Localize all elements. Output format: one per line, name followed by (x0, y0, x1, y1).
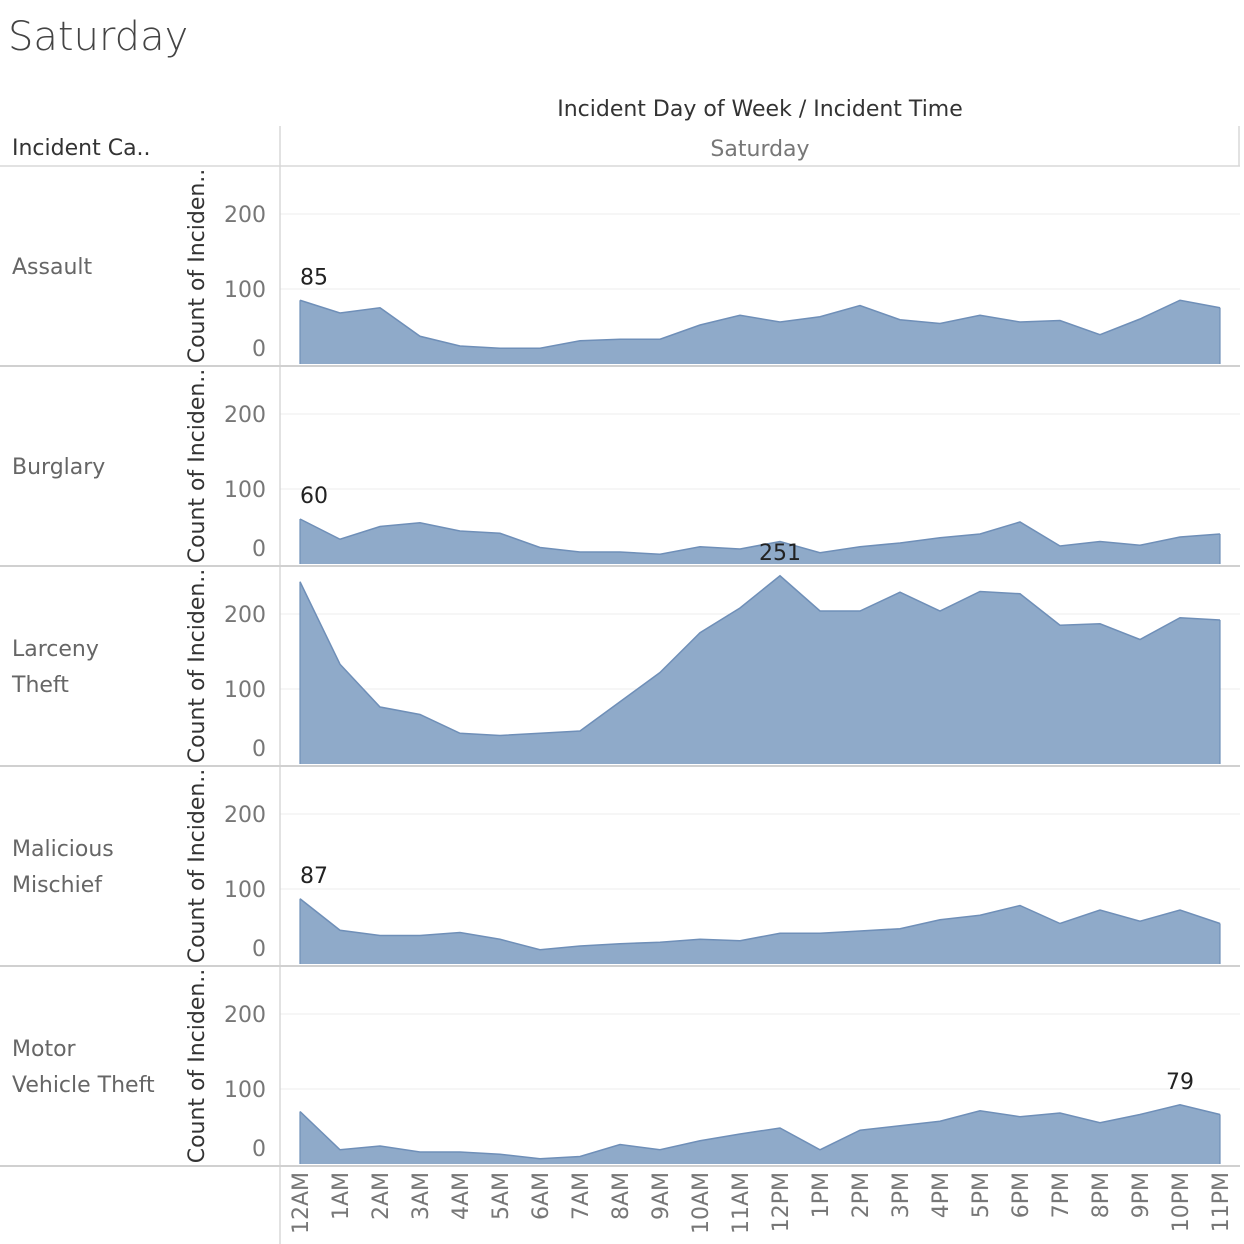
row-header-label: Incident Ca.. (12, 136, 151, 161)
y-tick-label: 100 (224, 878, 266, 903)
y-tick-label: 0 (252, 537, 266, 562)
y-tick-label: 0 (252, 337, 266, 362)
y-tick-label: 100 (224, 278, 266, 303)
x-tick-label: 4AM (449, 1172, 474, 1220)
area-fill (300, 1104, 1220, 1164)
chart-header-title: Incident Day of Week / Incident Time (557, 97, 963, 122)
y-tick-label: 0 (252, 1137, 266, 1162)
x-tick-label: 4PM (929, 1172, 954, 1218)
x-tick-label: 7AM (569, 1172, 594, 1220)
x-tick-label: 6PM (1009, 1172, 1034, 1218)
labels-group: Assault Count of Inciden.. 0 100 200 85 Burgla… (11, 169, 1234, 1234)
area-line (299, 898, 1221, 951)
x-tick-label: 12AM (289, 1172, 314, 1234)
area-fill (300, 519, 1220, 564)
y-tick-label: 100 (224, 1078, 266, 1103)
area-line (299, 574, 1221, 737)
data-label: 79 (1166, 1070, 1194, 1095)
y-tick-label: 100 (224, 678, 266, 703)
x-tick-label: 3PM (889, 1172, 914, 1218)
x-tick-label: 7PM (1049, 1172, 1074, 1218)
x-tick-label: 5AM (489, 1172, 514, 1220)
y-tick-label: 200 (224, 803, 266, 828)
data-label: 251 (759, 541, 801, 566)
y-tick-label: 200 (224, 1003, 266, 1028)
frame-lines (0, 126, 1240, 1244)
y-axis-title: Count of Inciden.. (185, 369, 210, 564)
category-label: Malicious Mischief (12, 837, 114, 898)
x-tick-label: 11AM (729, 1172, 754, 1234)
x-tick-label: 10AM (689, 1172, 714, 1234)
y-tick-label: 200 (224, 203, 266, 228)
y-axis-title: Count of Inciden.. (185, 569, 210, 764)
x-tick-label: 3AM (409, 1172, 434, 1220)
x-tick-label: 6AM (529, 1172, 554, 1220)
data-label: 60 (300, 484, 328, 509)
x-tick-label: 9AM (649, 1172, 674, 1220)
area-series-group (299, 299, 1221, 1164)
area-fill (300, 898, 1220, 964)
page-title: Saturday (8, 14, 189, 60)
area-fill (300, 300, 1220, 364)
y-axis-title: Count of Inciden.. (185, 969, 210, 1164)
area-line (299, 518, 1221, 556)
x-tick-label: 2AM (369, 1172, 394, 1220)
category-label: Burglary (12, 455, 105, 480)
category-label: Larceny Theft (11, 637, 99, 698)
y-axis-title: Count of Inciden.. (185, 769, 210, 964)
category-label: Assault (12, 255, 93, 280)
y-axis-title: Count of Inciden.. (185, 169, 210, 364)
category-label-line: Vehicle Theft (12, 1073, 155, 1098)
y-tick-label: 200 (224, 603, 266, 628)
x-tick-label: 1AM (329, 1172, 354, 1220)
x-tick-label: 2PM (849, 1172, 874, 1218)
column-header-label: Saturday (710, 137, 809, 162)
category-label-line: Burglary (12, 455, 105, 480)
x-tick-label: 1PM (809, 1172, 834, 1218)
y-tick-label: 100 (224, 478, 266, 503)
y-tick-label: 0 (252, 937, 266, 962)
category-label-line: Malicious (12, 837, 114, 862)
y-tick-label: 200 (224, 403, 266, 428)
x-tick-label: 12PM (769, 1172, 794, 1232)
category-label-line: Theft (11, 673, 69, 698)
category-label-line: Assault (12, 255, 93, 280)
data-label: 87 (300, 864, 328, 889)
y-tick-label: 0 (252, 737, 266, 762)
x-tick-label: 8PM (1089, 1172, 1114, 1218)
category-label-line: Mischief (12, 873, 103, 898)
data-label: 85 (300, 265, 328, 290)
category-label: Motor Vehicle Theft (12, 1037, 155, 1098)
x-tick-label: 11PM (1209, 1172, 1234, 1232)
category-label-line: Motor (12, 1037, 77, 1062)
area-line (299, 299, 1221, 349)
area-fill (300, 575, 1220, 764)
x-tick-label: 10PM (1169, 1172, 1194, 1232)
category-label-line: Larceny (12, 637, 99, 662)
area-line (299, 1103, 1221, 1160)
x-tick-label: 8AM (609, 1172, 634, 1220)
x-tick-label: 9PM (1129, 1172, 1154, 1218)
x-tick-label: 5PM (969, 1172, 994, 1218)
